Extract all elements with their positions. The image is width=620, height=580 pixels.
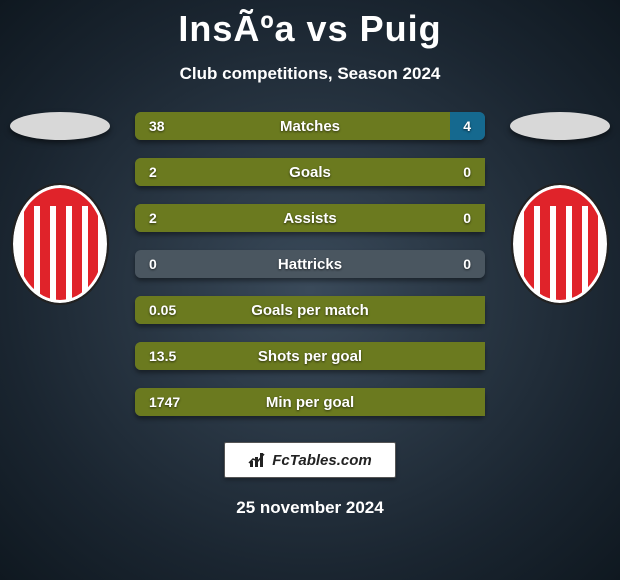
stat-row: 38Matches4 bbox=[135, 112, 485, 140]
comparison-main: 38Matches42Goals02Assists00Hattricks00.0… bbox=[0, 112, 620, 452]
stat-label: Goals per match bbox=[209, 302, 411, 319]
comparison-subtitle: Club competitions, Season 2024 bbox=[0, 64, 620, 84]
stat-row: 0Hattricks0 bbox=[135, 250, 485, 278]
stat-value-left: 0.05 bbox=[149, 302, 209, 318]
stat-row: 2Goals0 bbox=[135, 158, 485, 186]
stat-label: Matches bbox=[209, 118, 411, 135]
player1-avatar-placeholder bbox=[10, 112, 110, 140]
stat-value-right: 4 bbox=[411, 118, 471, 134]
player2-club-badge bbox=[510, 182, 610, 307]
stat-value-left: 2 bbox=[149, 210, 209, 226]
player1-club-badge bbox=[10, 182, 110, 307]
stat-row: 13.5Shots per goal bbox=[135, 342, 485, 370]
comparison-date: 25 november 2024 bbox=[0, 498, 620, 518]
brand-badge: FcTables.com bbox=[224, 442, 396, 478]
stat-label: Assists bbox=[209, 210, 411, 227]
stat-value-right: 0 bbox=[411, 210, 471, 226]
stat-label: Min per goal bbox=[209, 394, 411, 411]
stat-row: 1747Min per goal bbox=[135, 388, 485, 416]
stats-list: 38Matches42Goals02Assists00Hattricks00.0… bbox=[135, 112, 485, 416]
chart-icon bbox=[248, 452, 266, 468]
stat-value-left: 13.5 bbox=[149, 348, 209, 364]
comparison-title: InsÃºa vs Puig bbox=[0, 0, 620, 50]
stat-value-right: 0 bbox=[411, 164, 471, 180]
stat-row: 2Assists0 bbox=[135, 204, 485, 232]
stat-value-left: 38 bbox=[149, 118, 209, 134]
stat-value-left: 1747 bbox=[149, 394, 209, 410]
stat-value-left: 2 bbox=[149, 164, 209, 180]
brand-text: FcTables.com bbox=[272, 452, 371, 469]
player2-column bbox=[500, 112, 620, 307]
stat-label: Shots per goal bbox=[209, 348, 411, 365]
stat-value-right: 0 bbox=[411, 256, 471, 272]
stat-label: Goals bbox=[209, 164, 411, 181]
player1-column bbox=[0, 112, 120, 307]
stat-label: Hattricks bbox=[209, 256, 411, 273]
stat-row: 0.05Goals per match bbox=[135, 296, 485, 324]
player2-avatar-placeholder bbox=[510, 112, 610, 140]
stat-value-left: 0 bbox=[149, 256, 209, 272]
